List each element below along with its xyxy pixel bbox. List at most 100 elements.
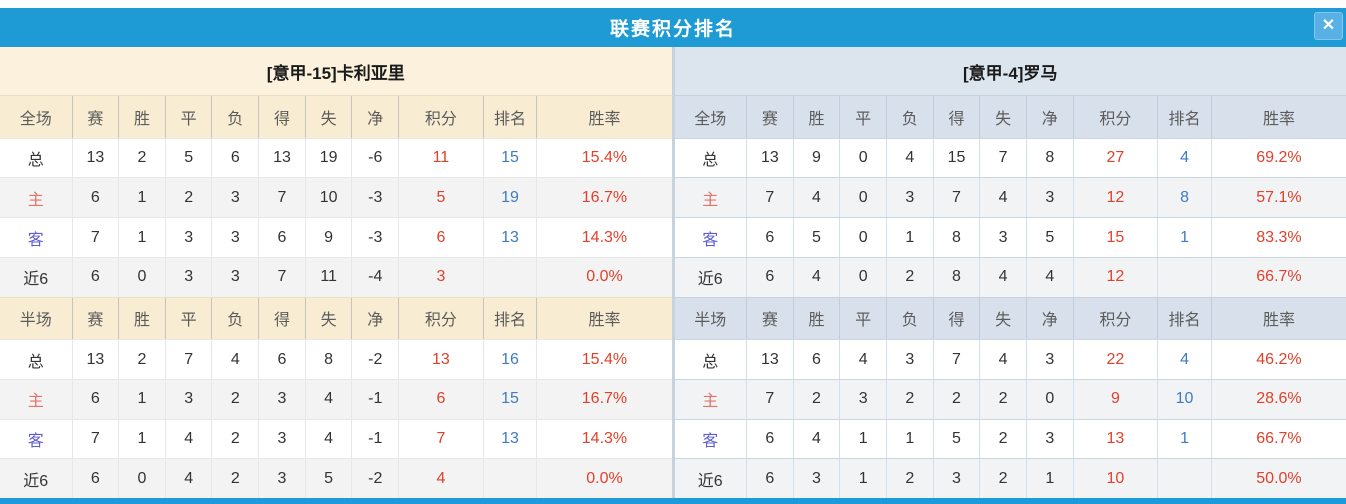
stat-cell: 2 <box>212 419 260 459</box>
stat-cell: 13 <box>73 138 120 178</box>
stat-cell: 6 <box>73 257 120 297</box>
stat-cell: 3 <box>259 419 306 459</box>
team-name: [意甲-15]卡利亚里 <box>0 47 672 95</box>
stat-cell: 5 <box>306 459 353 499</box>
winrate-cell: 66.7% <box>1256 268 1302 286</box>
stat-cell: 4 <box>980 340 1027 379</box>
winrate-cell: 16.7% <box>581 188 628 206</box>
row-label: 总 <box>0 138 73 178</box>
column-header: 胜 <box>794 297 841 340</box>
rank-cell: 13 <box>484 419 538 459</box>
points-cell: 12 <box>1074 178 1159 218</box>
table-row: 近6 6 0 3 3 7 11 -4 3 0.0% <box>0 256 672 297</box>
stat-cell: 2 <box>119 138 166 178</box>
stat-cell: 0 <box>840 138 887 178</box>
column-header: 排名 <box>1158 297 1212 340</box>
table-row: 近6 6 4 0 2 8 4 4 12 66.7% <box>674 256 1346 297</box>
column-header: 净 <box>1027 96 1074 138</box>
rank-cell: 1 <box>1158 419 1212 459</box>
stat-cell: -4 <box>352 257 400 297</box>
winrate-cell: 0.0% <box>586 469 623 487</box>
rank-cell <box>484 257 538 297</box>
stat-cell: 0 <box>119 459 166 499</box>
row-label: 主 <box>675 178 748 218</box>
table-row: 客 6 5 0 1 8 3 5 15 1 83.3% <box>674 217 1346 257</box>
stat-cell: 3 <box>259 380 306 419</box>
stat-cell: 4 <box>980 178 1027 218</box>
table-row: 总 13 6 4 3 7 4 3 22 4 46.2% <box>674 339 1346 379</box>
stat-cell: 4 <box>166 419 213 459</box>
stat-cell: 6 <box>747 218 794 257</box>
stat-cell: 5 <box>794 218 841 257</box>
stat-cell: 8 <box>934 218 981 257</box>
rank-cell <box>484 459 538 499</box>
column-header: 赛 <box>747 297 794 340</box>
table-row: 主 6 1 2 3 7 10 -3 5 19 16.7% <box>0 177 672 218</box>
rank-cell: 13 <box>484 218 538 257</box>
column-header-row: 全场赛胜平负得失净积分 排名 胜率 <box>674 95 1346 138</box>
column-header: 胜 <box>794 96 841 138</box>
stat-cell: 3 <box>166 218 213 257</box>
stat-cell: -3 <box>352 218 400 257</box>
stat-cell: 15 <box>934 138 981 178</box>
stat-cell: 2 <box>212 380 260 419</box>
stat-cell: 1 <box>119 419 166 459</box>
stat-cell: 0 <box>840 218 887 257</box>
points-cell: 6 <box>399 380 484 419</box>
stat-cell: 3 <box>259 459 306 499</box>
stat-cell: 7 <box>747 178 794 218</box>
stat-cell: 4 <box>1027 257 1074 297</box>
rank-cell <box>1158 459 1212 499</box>
points-cell: 6 <box>399 218 484 257</box>
column-header: 失 <box>980 96 1027 138</box>
table-row: 近6 6 0 4 2 3 5 -2 4 0.0% <box>0 458 672 499</box>
stat-cell: 5 <box>1027 218 1074 257</box>
close-button[interactable]: ✕ <box>1314 12 1343 40</box>
rank-cell: 19 <box>484 178 538 218</box>
row-label: 总 <box>0 340 73 379</box>
stat-cell: 7 <box>259 257 306 297</box>
stat-cell: 3 <box>934 459 981 499</box>
column-header: 负 <box>212 96 260 138</box>
column-header: 平 <box>166 297 213 340</box>
stat-cell: 3 <box>840 380 887 419</box>
stat-cell: 0 <box>840 257 887 297</box>
stat-cell: 1 <box>119 380 166 419</box>
points-cell: 13 <box>1074 419 1159 459</box>
stat-cell: 3 <box>980 218 1027 257</box>
winrate-cell: 50.0% <box>1256 469 1302 487</box>
column-header: 平 <box>840 96 887 138</box>
stat-cell: 1 <box>887 419 934 459</box>
column-header: 排名 <box>1158 96 1212 138</box>
column-header: 失 <box>980 297 1027 340</box>
stat-cell: 1 <box>840 419 887 459</box>
column-header-row: 半场赛胜平负得失净积分 排名 胜率 <box>674 296 1346 340</box>
column-header: 平 <box>840 297 887 340</box>
stat-cell: 8 <box>934 257 981 297</box>
column-header: 净 <box>1027 297 1074 340</box>
stat-cell: 9 <box>794 138 841 178</box>
stat-cell: 3 <box>1027 340 1074 379</box>
stat-cell: 7 <box>259 178 306 218</box>
stat-cell: 4 <box>212 340 260 379</box>
stat-cell: 11 <box>306 257 353 297</box>
winrate-cell: 14.3% <box>581 228 628 246</box>
stat-cell: 13 <box>747 340 794 379</box>
stat-cell: -2 <box>352 340 400 379</box>
stat-cell: 1 <box>119 178 166 218</box>
stat-cell: -2 <box>352 459 400 499</box>
column-header: 积分 <box>1074 96 1159 138</box>
table-row: 客 7 1 4 2 3 4 -1 7 13 14.3% <box>0 418 672 459</box>
stat-cell: 2 <box>980 380 1027 419</box>
stat-cell: 8 <box>1027 138 1074 178</box>
stat-cell: 2 <box>887 459 934 499</box>
column-header: 积分 <box>399 297 484 340</box>
rank-cell: 15 <box>484 380 538 419</box>
row-label: 主 <box>675 380 748 419</box>
stat-cell: 3 <box>212 218 260 257</box>
points-cell: 12 <box>1074 257 1159 297</box>
column-header: 得 <box>259 297 306 340</box>
stat-cell: 9 <box>306 218 353 257</box>
stat-cell: 7 <box>980 138 1027 178</box>
